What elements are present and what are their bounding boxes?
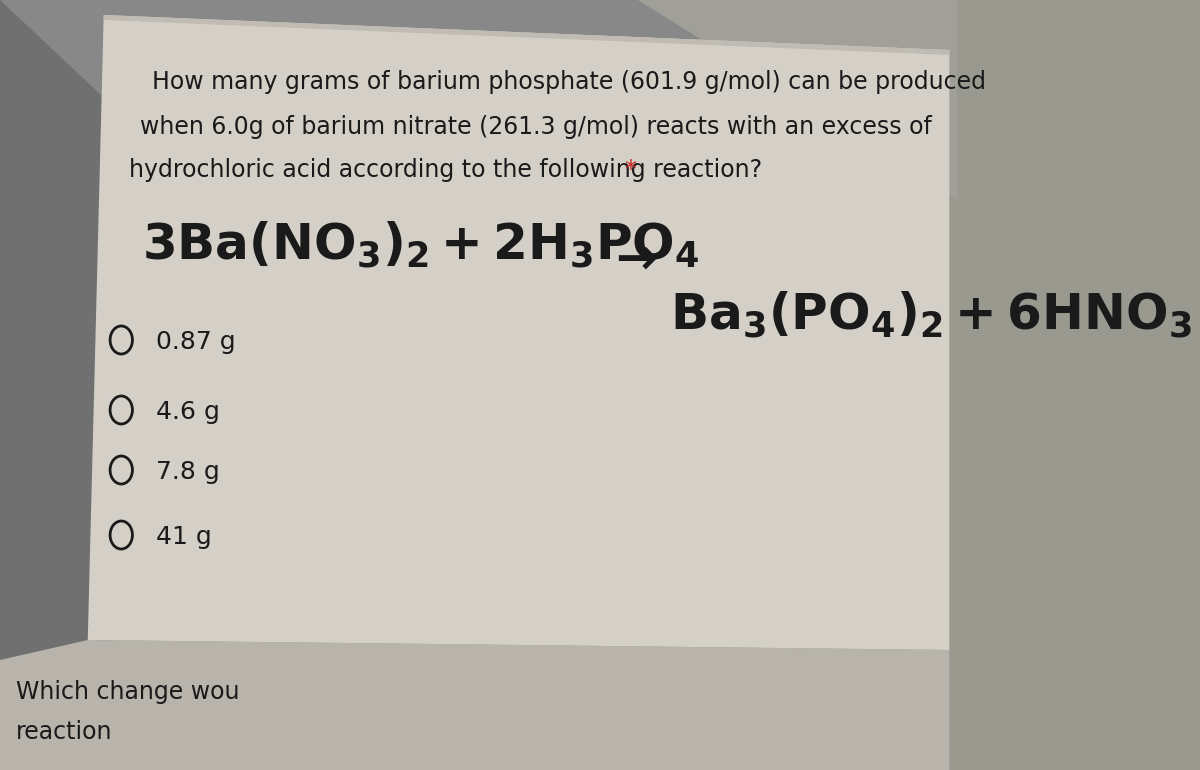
Polygon shape [0,640,949,770]
Polygon shape [0,0,958,770]
Text: $\mathbf{Ba_3(PO_4)_2 + 6HNO_3}$: $\mathbf{Ba_3(PO_4)_2 + 6HNO_3}$ [670,290,1192,340]
Text: $\mathbf{3Ba(NO_3)_2 + 2H_3PO_4}$: $\mathbf{3Ba(NO_3)_2 + 2H_3PO_4}$ [142,220,700,270]
Polygon shape [0,0,958,120]
Polygon shape [103,15,949,55]
Text: How many grams of barium phosphate (601.9 g/mol) can be produced: How many grams of barium phosphate (601.… [151,70,985,94]
Text: 0.87 g: 0.87 g [156,330,235,354]
Text: when 6.0g of barium nitrate (261.3 g/mol) reacts with an excess of: when 6.0g of barium nitrate (261.3 g/mol… [139,115,931,139]
Polygon shape [638,0,958,200]
Text: reaction: reaction [16,720,113,744]
Text: 7.8 g: 7.8 g [156,460,220,484]
Text: $\mathbf{\rightarrow}$: $\mathbf{\rightarrow}$ [606,235,658,283]
Text: 41 g: 41 g [156,525,211,549]
Polygon shape [0,0,127,770]
Text: Which change wou: Which change wou [16,680,240,704]
Text: *: * [624,158,636,182]
Text: hydrochloric acid according to the following reaction?: hydrochloric acid according to the follo… [130,158,770,182]
Text: 4.6 g: 4.6 g [156,400,220,424]
Polygon shape [88,15,949,650]
